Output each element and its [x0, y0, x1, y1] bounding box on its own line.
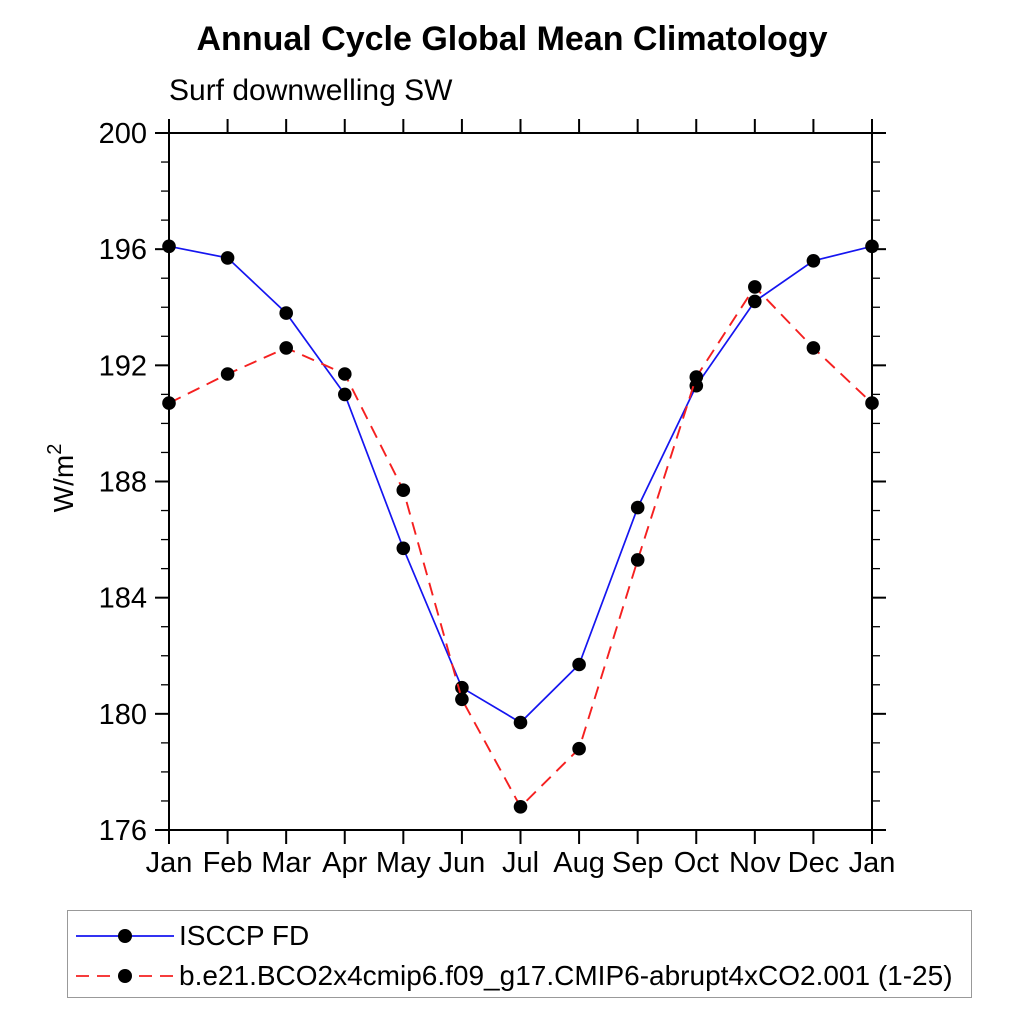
x-tick-label: Dec [788, 847, 840, 879]
x-tick-label: Apr [322, 847, 367, 879]
chart-subtitle: Surf downwelling SW [169, 74, 453, 107]
x-tick-label: Sep [612, 847, 664, 879]
legend-label-isccp-fd: ISCCP FD [179, 920, 310, 951]
data-point-marker [455, 692, 469, 707]
data-point-marker [630, 500, 645, 515]
data-point-marker [162, 239, 176, 254]
data-point-marker [338, 367, 352, 381]
y-tick-label: 176 [99, 815, 147, 847]
data-point-marker [220, 251, 235, 265]
y-tick-label: 184 [99, 583, 147, 615]
data-point-marker [748, 294, 762, 309]
data-point-marker [513, 715, 528, 730]
y-tick-label: 180 [99, 699, 147, 731]
y-tick-label: 200 [99, 118, 147, 150]
y-axis-label: W/m2 [44, 444, 79, 513]
y-tick-label: 196 [99, 234, 147, 266]
data-point-marker [455, 680, 469, 695]
legend-dashed-line-icon [76, 969, 174, 983]
x-tick-label: Aug [553, 847, 605, 879]
data-point-marker [220, 367, 235, 381]
x-tick-label: May [376, 847, 431, 879]
x-tick-label: Jun [439, 847, 486, 879]
data-point-marker [806, 253, 821, 268]
x-tick-label: Feb [203, 847, 253, 879]
chart-title: Annual Cycle Global Mean Climatology [196, 20, 828, 58]
data-point-marker [806, 341, 821, 355]
data-point-marker [865, 239, 879, 254]
data-point-marker [572, 741, 586, 756]
legend-solid-line-icon [76, 929, 174, 943]
data-point-marker [279, 306, 294, 320]
y-tick-label: 192 [99, 350, 147, 382]
data-point-marker [338, 387, 352, 402]
legend-box: ISCCP FD b.e21.BCO2x4cmip6.f09_g17.CMIP6… [67, 910, 972, 998]
x-tick-label: Jan [146, 847, 193, 879]
x-tick-label: Oct [674, 847, 719, 879]
data-point-marker [396, 541, 411, 556]
data-point-marker [689, 370, 704, 384]
plot-area: Jan Feb Mar Apr May Jun Jul Aug Sep Oct Nov Dec Jan1… [44, 118, 896, 879]
x-tick-label: Jan [849, 847, 896, 879]
data-point-marker [279, 341, 294, 355]
data-point-marker [572, 657, 586, 672]
x-tick-label: Mar [261, 847, 311, 879]
data-point-marker [865, 396, 879, 410]
legend-item-model-run: b.e21.BCO2x4cmip6.f09_g17.CMIP6-abrupt4x… [74, 956, 971, 996]
series-line-0 [168, 245, 873, 724]
data-point-marker [396, 483, 411, 498]
legend-item-isccp-fd: ISCCP FD [74, 916, 971, 956]
y-tick-label: 188 [99, 467, 147, 499]
x-tick-label: Jul [502, 847, 539, 879]
data-point-marker [630, 553, 645, 567]
data-point-marker [748, 280, 762, 294]
data-point-marker [513, 800, 528, 814]
legend-label-model-run: b.e21.BCO2x4cmip6.f09_g17.CMIP6-abrupt4x… [179, 960, 953, 991]
x-tick-label: Nov [729, 847, 781, 879]
data-point-marker [162, 396, 176, 410]
